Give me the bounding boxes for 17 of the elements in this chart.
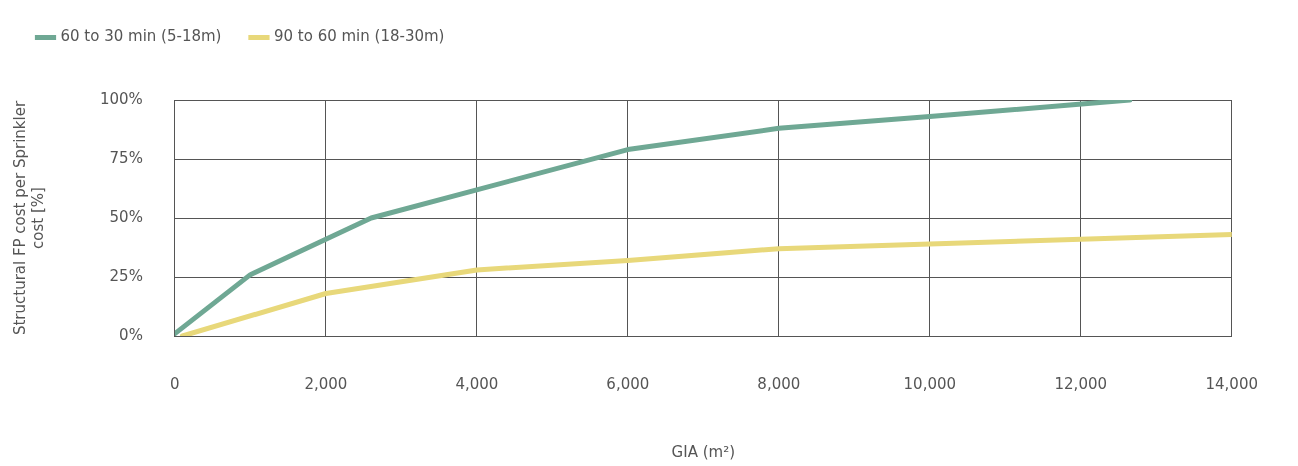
x-tick-label: 0 (170, 374, 180, 393)
x-tick-label: 14,000 (1205, 374, 1259, 393)
y-tick-label: 75% (109, 148, 143, 167)
x-tick-label: 8,000 (757, 374, 801, 393)
x-tick-label: 2,000 (304, 374, 348, 393)
y-tick-label: 100% (99, 89, 143, 108)
x-tick-label: 10,000 (903, 374, 957, 393)
y-tick-label: 0% (119, 325, 143, 344)
x-tick-label: 12,000 (1054, 374, 1108, 393)
y-tick-label: 25% (109, 266, 143, 285)
x-tick-label: 4,000 (455, 374, 499, 393)
x-tick-label: 6,000 (606, 374, 650, 393)
y-axis-title: Structural FP cost per Sprinkler cost [%] (10, 100, 47, 336)
legend-label: 90 to 60 min (18-30m) (273, 27, 445, 46)
legend-label: 60 to 30 min (5-18m) (60, 27, 222, 46)
x-axis-title: GIA (m²) (671, 442, 736, 461)
y-tick-label: 50% (109, 207, 143, 226)
